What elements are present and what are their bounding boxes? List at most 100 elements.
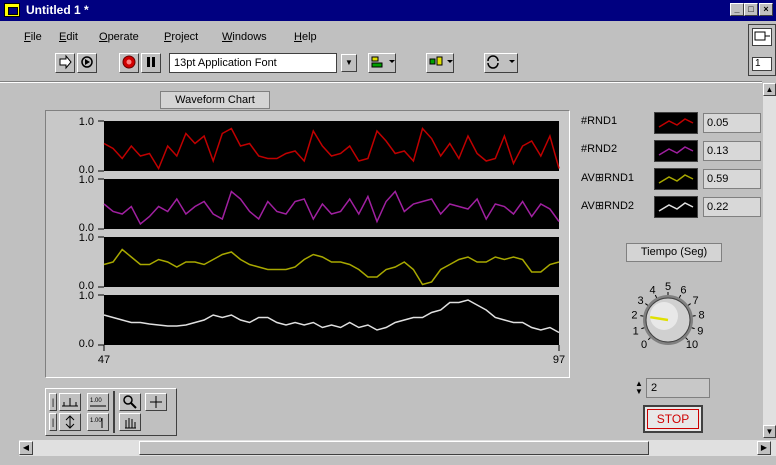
scroll-left-arrow-icon[interactable]: ◀ xyxy=(19,441,33,455)
knob-tick-mark xyxy=(647,337,651,341)
knob-dial-svg[interactable]: 01 234 5 678 910 xyxy=(626,262,726,362)
knob-tick-label: 1 xyxy=(633,326,639,338)
knob-tick-mark xyxy=(687,303,691,306)
knob-tick-label: 2 xyxy=(631,310,637,322)
vertical-scrollbar[interactable]: ▲ ▼ xyxy=(763,83,776,438)
knob-tick-mark xyxy=(685,337,689,341)
series-line-2 xyxy=(103,190,560,226)
knob-tick-mark xyxy=(654,294,658,298)
knob-tick-label: 3 xyxy=(637,295,643,307)
scroll-right-arrow-icon[interactable]: ▶ xyxy=(757,441,771,455)
y-tick-label-min: 0.0 xyxy=(79,164,94,176)
legend-name-rnd2: #RND2 xyxy=(581,143,618,155)
labview-app-icon[interactable] xyxy=(4,3,20,17)
pan-hand-icon[interactable] xyxy=(119,413,141,431)
legend-swatch-av-rnd1[interactable] xyxy=(654,168,698,190)
scroll-down-arrow-icon[interactable]: ▼ xyxy=(763,425,776,438)
knob-needle xyxy=(650,315,669,322)
abort-execution-icon[interactable] xyxy=(119,53,139,73)
waveform-chart-svg: 1.00.01.00.01.00.01.00.047 97 xyxy=(79,116,565,366)
knob-tick-label: 9 xyxy=(697,326,703,338)
menu-edit[interactable]: Edit xyxy=(59,31,78,43)
scale-lock-y-icon[interactable]: | xyxy=(49,413,57,431)
menu-windows[interactable]: Windows xyxy=(222,31,267,43)
connector-pane-counter: 1 xyxy=(752,57,772,71)
y-tick-label-max: 1.0 xyxy=(79,174,94,186)
legend-swatch-rnd1[interactable] xyxy=(654,112,698,134)
legend-value-av-rnd2: 0.22 xyxy=(703,197,761,217)
legend-swatch-av-rnd2[interactable] xyxy=(654,196,698,218)
legend-name-av-rnd1: AV⊞RND1 xyxy=(581,172,635,184)
scale-x-precision-icon[interactable]: 1.00 xyxy=(87,393,109,411)
y-tick-label-max: 1.0 xyxy=(79,232,94,244)
pause-icon[interactable] xyxy=(141,53,161,73)
series-line-1 xyxy=(103,126,560,171)
scale-x-format-icon[interactable] xyxy=(59,393,81,411)
window-title: Untitled 1 * xyxy=(26,3,89,17)
knob-tick-label: 8 xyxy=(699,310,705,322)
scroll-up-arrow-icon[interactable]: ▲ xyxy=(763,83,776,96)
waveform-chart[interactable]: 1.0 0.0 1.0 0.0 1.0 0.0 1.0 0.0 47 97 xyxy=(45,110,570,378)
knob-highlight xyxy=(650,302,678,330)
y-tick-label-min: 0.0 xyxy=(79,222,94,234)
legend-swatch-rnd2[interactable] xyxy=(654,140,698,162)
knob-label[interactable]: Tiempo (Seg) xyxy=(626,243,722,262)
vi-icon-panel[interactable]: 1 xyxy=(748,24,776,76)
legend-value-rnd2: 0.13 xyxy=(703,141,761,161)
knob-tick-mark xyxy=(645,303,649,306)
knob-tick-label: 0 xyxy=(641,339,647,351)
palette-divider xyxy=(113,391,115,433)
maximize-button[interactable]: □ xyxy=(744,3,758,16)
series-line-3 xyxy=(103,248,560,286)
svg-text:1.00: 1.00 xyxy=(90,418,102,424)
close-button[interactable]: × xyxy=(759,3,773,16)
scale-y-precision-icon[interactable]: 1.00 xyxy=(87,413,109,431)
knob-tick-label: 7 xyxy=(692,295,698,307)
knob-tick-mark xyxy=(678,294,682,298)
series-line-4 xyxy=(103,299,560,334)
run-arrow-icon[interactable] xyxy=(55,53,75,73)
font-dropdown-chevron-icon[interactable]: ▼ xyxy=(341,54,357,72)
plot-pane-1 xyxy=(104,121,559,171)
plot-legend: #RND1 0.05 #RND2 0.13 AV⊞RND1 0.59 AV⊞RN… xyxy=(581,112,761,222)
increment-decrement-arrows-icon[interactable]: ▲ ▼ xyxy=(635,379,643,396)
toolbar-separator xyxy=(0,81,762,83)
legend-name-rnd1: #RND1 xyxy=(581,115,618,127)
align-objects-icon[interactable] xyxy=(368,53,396,73)
svg-text:1.00: 1.00 xyxy=(90,398,102,404)
graph-palette: | 1.00 | 1.00 xyxy=(45,388,177,436)
toolbar: 13pt Application Font ▼ xyxy=(0,49,746,81)
legend-value-av-rnd1: 0.59 xyxy=(703,169,761,189)
x-tick-label-start: 47 xyxy=(98,354,110,366)
waveform-chart-label[interactable]: Waveform Chart xyxy=(160,91,270,109)
horizontal-scroll-thumb[interactable] xyxy=(139,441,649,455)
menu-bar: File Edit Operate Project Windows Help xyxy=(0,21,746,49)
y-tick-label-min: 0.0 xyxy=(79,280,94,292)
menu-operate[interactable]: Operate xyxy=(99,31,139,43)
y-tick-label-max: 1.0 xyxy=(79,116,94,128)
tiempo-knob[interactable]: 0 1 2 3 4 5 6 7 8 9 10 xyxy=(626,262,726,362)
knob-tick-label: 10 xyxy=(686,339,698,351)
menu-help[interactable]: Help xyxy=(294,31,317,43)
stop-button-label: STOP xyxy=(647,409,699,429)
tiempo-numeric-control[interactable]: 2 xyxy=(646,378,710,398)
zoom-icon[interactable] xyxy=(119,393,141,411)
menu-project[interactable]: Project xyxy=(164,31,199,43)
knob-tick-label: 4 xyxy=(650,285,656,297)
knob-tick-label: 6 xyxy=(680,285,686,297)
horizontal-scrollbar[interactable]: ◀ ▶ xyxy=(19,440,776,456)
distribute-objects-icon[interactable] xyxy=(426,53,454,73)
legend-name-av-rnd2: AV⊞RND2 xyxy=(581,200,635,212)
reorder-icon[interactable] xyxy=(484,53,518,73)
cursor-crosshair-icon[interactable] xyxy=(145,393,167,411)
menu-file[interactable]: File xyxy=(24,31,42,43)
run-continuously-icon[interactable] xyxy=(77,53,97,73)
font-selector[interactable]: 13pt Application Font xyxy=(169,53,337,73)
scale-lock-x-icon[interactable]: | xyxy=(49,393,57,411)
autoscale-y-icon[interactable] xyxy=(59,413,81,431)
minimize-button[interactable]: _ xyxy=(730,3,744,16)
stop-button[interactable]: STOP xyxy=(643,405,703,433)
legend-value-rnd1: 0.05 xyxy=(703,113,761,133)
knob-tick-mark xyxy=(691,327,695,330)
knob-tick-mark xyxy=(641,327,645,330)
